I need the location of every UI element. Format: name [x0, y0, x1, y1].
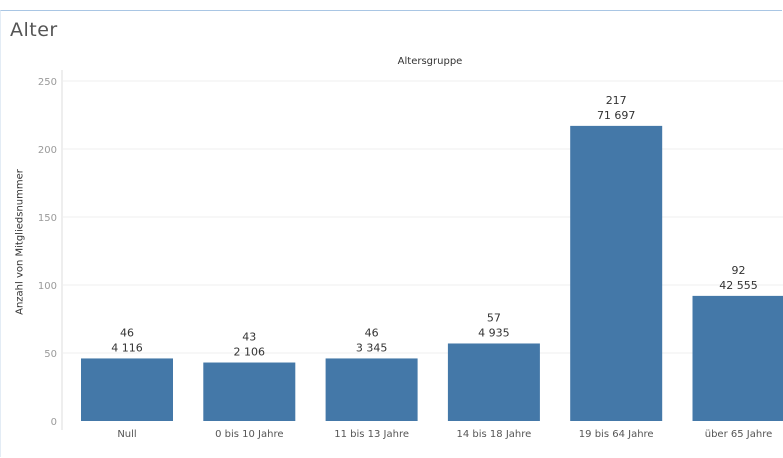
bar-value-label: 43: [242, 331, 256, 344]
bar-count-label: 71 697: [597, 109, 636, 122]
bar-value-label: 57: [487, 311, 501, 324]
bar: [203, 362, 296, 421]
bar-value-label: 92: [732, 264, 746, 277]
sheet-title: Alter: [10, 19, 58, 41]
x-tick-label: 11 bis 13 Jahre: [334, 429, 409, 440]
x-tick-label: über 65 Jahre: [705, 429, 773, 440]
y-tick-label: 250: [38, 77, 57, 88]
bar-count-label: 3 345: [356, 341, 388, 354]
bar-value-label: 46: [120, 326, 134, 339]
bar: [81, 358, 173, 421]
y-tick-label: 100: [38, 281, 57, 292]
bar-value-label: 46: [365, 326, 379, 339]
bar: [570, 125, 663, 421]
x-tick-label: Null: [117, 429, 136, 440]
bar: [447, 343, 540, 421]
bar: [692, 295, 783, 421]
bar-count-label: 42 555: [719, 279, 758, 292]
bar-count-label: 4 935: [478, 326, 510, 339]
bar-value-label: 217: [606, 94, 627, 107]
x-tick-label: 0 bis 10 Jahre: [215, 429, 283, 440]
column-header: Altersgruppe: [397, 56, 463, 67]
y-tick-label: 200: [38, 145, 57, 156]
y-tick-label: 150: [38, 213, 57, 224]
bar-count-label: 4 116: [111, 341, 143, 354]
y-tick-label: 0: [51, 417, 57, 428]
x-tick-label: 19 bis 64 Jahre: [579, 429, 654, 440]
bar-count-label: 2 106: [234, 346, 266, 359]
y-tick-label: 50: [44, 349, 57, 360]
bar: [325, 358, 418, 421]
chart-frame: [0, 10, 782, 457]
x-tick-label: 14 bis 18 Jahre: [457, 429, 532, 440]
